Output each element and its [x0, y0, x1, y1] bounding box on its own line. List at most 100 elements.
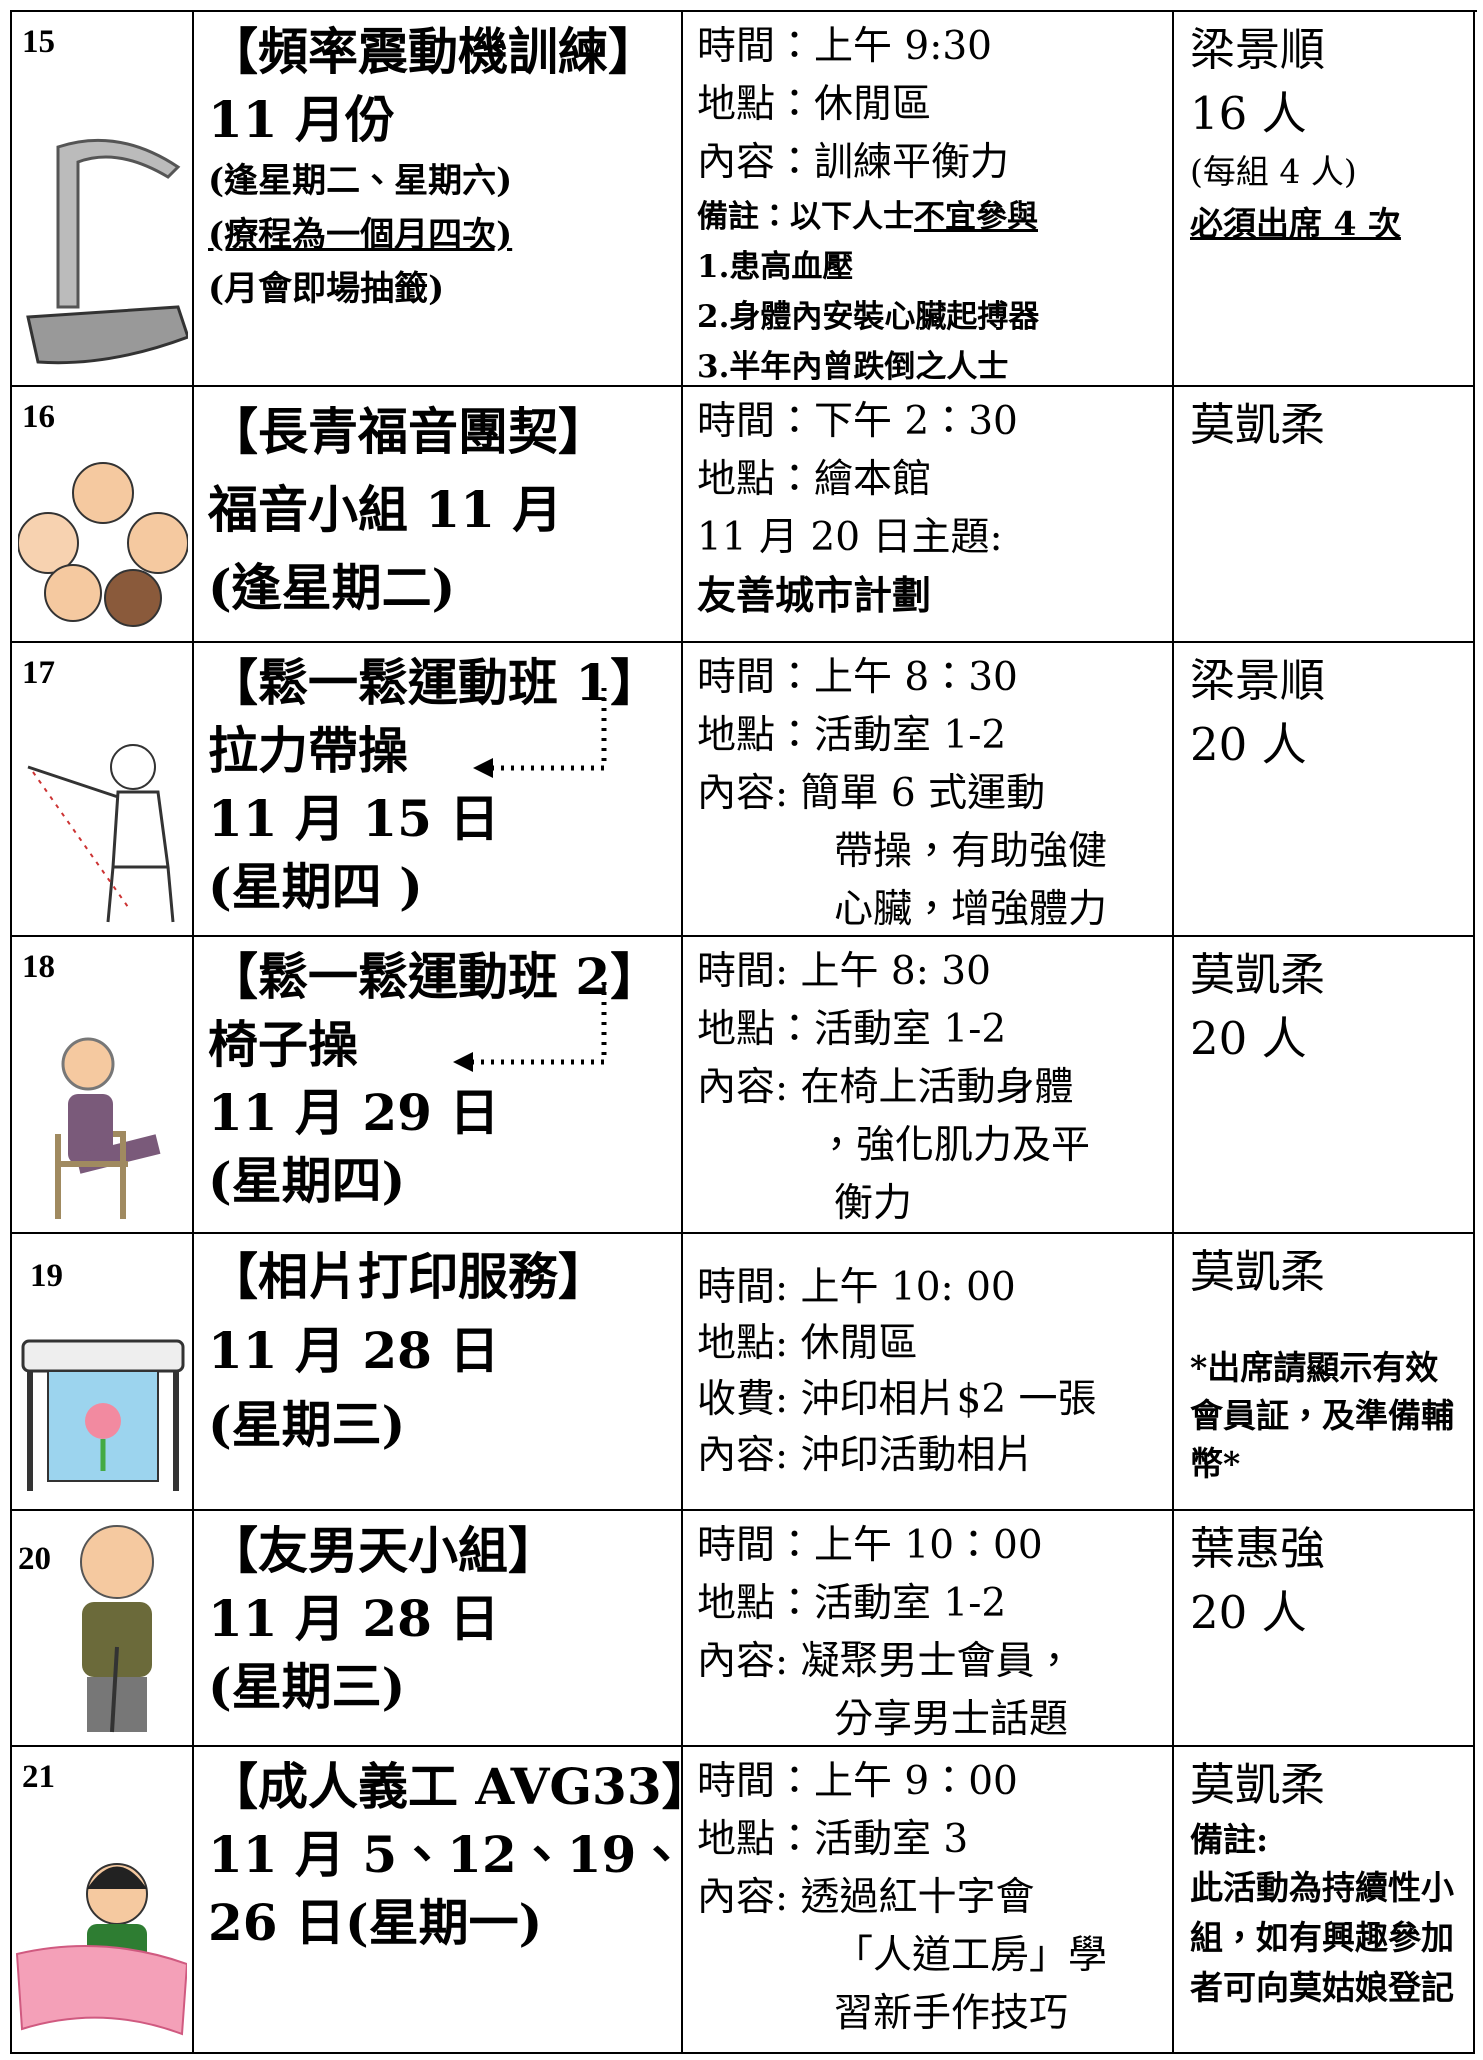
cell-title: 【友男天小組】 11 月 28 日 (星期三) — [194, 1511, 683, 1747]
detail-line: 地點：活動室 1-2 — [697, 1007, 1007, 1052]
cell-contact: 莫凱柔 *出席請顯示有效會員証，及準備輔幣* — [1174, 1234, 1475, 1511]
title-line: (星期三) — [208, 1395, 406, 1454]
row-number: 20 — [18, 1541, 51, 1577]
elderly-man-icon — [80, 1525, 154, 1733]
detail-line: 內容: 沖印活動相片 — [697, 1433, 1035, 1478]
dotted-arrow — [473, 688, 607, 778]
dotted-arrow — [453, 982, 607, 1072]
detail-line: 內容: 透過紅十字會 — [697, 1875, 1035, 1920]
cell-title: 【成人義工 AVG33】 11 月 5、12、19、 26 日(星期一) — [194, 1747, 683, 2054]
cell-number: 16 — [12, 387, 194, 643]
title-line: 26 日(星期一) — [208, 1893, 543, 1952]
title-line: 【鬆一鬆運動班 2】 — [208, 947, 661, 1006]
detail-line: 2.身體內安裝心臟起搏器 — [697, 299, 1040, 335]
cell-title: 【相片打印服務】 11 月 28 日 (星期三) — [194, 1234, 683, 1511]
detail-line: 內容：訓練平衡力 — [697, 140, 1010, 185]
detail-line: 帶操，有助強健 — [834, 829, 1108, 874]
row: 20 【友男天小組】 11 月 28 日 (星期三) 時間：上午 10：00 地… — [12, 1511, 1477, 1747]
contact-line: 16 人 — [1190, 87, 1307, 140]
cell-details: 時間：上午 8：30 地點：活動室 1-2 內容: 簡單 6 式運動 帶操，有助… — [683, 643, 1174, 937]
cell-details: 時間：下午 2：30 地點：繪本館 11 月 20 日主題: 友善城市計劃 — [683, 387, 1174, 643]
detail-line: 分享男士話題 — [834, 1697, 1069, 1742]
title-line: 【頻率震動機訓練】 — [208, 22, 658, 81]
detail-line: 11 月 20 日主題: — [697, 515, 1003, 560]
volunteer-icon — [15, 1863, 187, 2036]
contact-line: 必須出席 4 次 — [1190, 204, 1401, 243]
cell-details: 時間：上午 10：00 地點：活動室 1-2 內容: 凝聚男士會員， 分享男士話… — [683, 1511, 1174, 1747]
children-icon — [18, 462, 188, 627]
detail-line: 時間: 上午 10: 00 — [697, 1265, 1016, 1310]
contact-line: 莫凱柔 — [1190, 948, 1326, 1001]
detail-line: 時間：下午 2：30 — [697, 399, 1018, 444]
row: 16 【長青福音團契】 福音小組 11 月 (逢星期二) 時間：下午 2：30 … — [12, 387, 1477, 643]
detail-line: 心臟，增強體力 — [834, 887, 1108, 932]
cell-number: 18 — [12, 937, 194, 1234]
title-line: 11 月 5、12、19、 — [208, 1825, 683, 1884]
title-line: 【鬆一鬆運動班 1】 — [208, 653, 661, 712]
cell-details: 時間: 上午 10: 00 地點: 休閒區 收費: 沖印相片$2 一張 內容: … — [683, 1234, 1174, 1511]
row: 21 【成人義工 AVG33】 11 月 5、12、19、 26 日(星期一) … — [12, 1747, 1477, 2054]
detail-line: 地點: 休閒區 — [697, 1321, 918, 1366]
detail-line: 內容: 簡單 6 式運動 — [697, 771, 1046, 816]
row-number: 16 — [22, 399, 55, 435]
title-line: 11 月 28 日 — [208, 1589, 500, 1648]
detail-line: 時間：上午 10：00 — [697, 1523, 1043, 1568]
contact-line: *出席請顯示有效會員証，及準備輔幣* — [1190, 1348, 1454, 1483]
chair-exercise-icon — [55, 1037, 161, 1219]
contact-line: 葉惠強 — [1190, 1522, 1326, 1575]
cell-title: 【鬆一鬆運動班 1】 拉力帶操 11 月 15 日 (星期四 ) — [194, 643, 683, 937]
title-line: 11 月份 — [208, 90, 395, 149]
detail-line: 時間: 上午 8: 30 — [697, 949, 991, 994]
detail-line: 備註：以下人士不宜參與 — [697, 192, 1172, 242]
printer-icon — [21, 1339, 185, 1491]
detail-line: 地點：活動室 1-2 — [697, 1581, 1007, 1626]
contact-line: 梁景順 — [1190, 654, 1326, 707]
title-line: 【長青福音團契】 — [208, 402, 608, 461]
title-line: (星期三) — [208, 1657, 406, 1716]
title-line: (月會即場抽籤) — [208, 269, 445, 309]
cell-number: 19 — [12, 1234, 194, 1511]
contact-line: 莫凱柔 — [1190, 1245, 1326, 1298]
title-line: 拉力帶操 — [208, 721, 408, 780]
cell-number: 20 — [12, 1511, 194, 1747]
title-line: (療程為一個月四次) — [208, 215, 513, 255]
title-line: (星期四) — [208, 1151, 406, 1210]
contact-line: 莫凱柔 — [1190, 1758, 1326, 1811]
detail-line: 內容: 凝聚男士會員， — [697, 1639, 1074, 1684]
cell-contact: 梁景順 16 人 (每組 4 人) 必須出席 4 次 — [1174, 12, 1475, 387]
row-number: 18 — [22, 949, 55, 985]
detail-line: 衡力 — [834, 1181, 913, 1226]
cell-title: 【鬆一鬆運動班 2】 椅子操 11 月 29 日 (星期四) — [194, 937, 683, 1234]
exercise-icon — [27, 744, 175, 923]
title-line: 11 月 29 日 — [208, 1083, 500, 1142]
cell-contact: 梁景順 20 人 — [1174, 643, 1475, 937]
detail-line: 「人道工房」學 — [834, 1933, 1108, 1978]
detail-line: 內容: 在椅上活動身體 — [697, 1065, 1074, 1110]
detail-line: 1.患高血壓 — [697, 249, 854, 285]
cell-title: 【頻率震動機訓練】 11 月份 (逢星期二、星期六) (療程為一個月四次) (月… — [194, 12, 683, 387]
title-line: 福音小組 11 月 — [208, 480, 563, 539]
cell-contact: 莫凱柔 備註: 此活動為持續性小組，如有興趣參加者可向莫姑娘登記 — [1174, 1747, 1475, 2054]
title-line: (逢星期二) — [208, 558, 456, 617]
detail-line: ，強化肌力及平 — [817, 1123, 1091, 1168]
row: 19 【相片打印服務】 11 月 28 日 (星期三) 時間: 上午 10: 0… — [12, 1234, 1477, 1511]
contact-line: 莫凱柔 — [1190, 398, 1326, 451]
row-number: 17 — [22, 655, 55, 691]
row: 15 【頻率震動機訓練】 11 月份 (逢星期二、星期六) (療程為一個月四次)… — [12, 12, 1477, 387]
contact-line: 備註: — [1190, 1820, 1269, 1859]
detail-line: 3.半年內曾跌倒之人士 — [697, 349, 1009, 385]
cell-details: 時間：上午 9:30 地點：休閒區 內容：訓練平衡力 備註：以下人士不宜參與 1… — [683, 12, 1174, 387]
cell-contact: 莫凱柔 — [1174, 387, 1475, 643]
detail-line: 習新手作技巧 — [834, 1991, 1069, 2036]
row-number: 19 — [30, 1258, 63, 1294]
contact-line: 此活動為持續性小組，如有興趣參加者可向莫姑娘登記 — [1190, 1868, 1454, 2007]
contact-line: (每組 4 人) — [1190, 152, 1357, 191]
detail-line: 時間：上午 9:30 — [697, 24, 992, 69]
detail-line: 地點：繪本館 — [697, 457, 932, 502]
title-line: 【成人義工 AVG33】 — [208, 1757, 683, 1816]
cell-details: 時間：上午 9：00 地點：活動室 3 內容: 透過紅十字會 「人道工房」學 習… — [683, 1747, 1174, 2054]
cell-contact: 葉惠強 20 人 — [1174, 1511, 1475, 1747]
detail-line: 時間：上午 9：00 — [697, 1759, 1018, 1804]
